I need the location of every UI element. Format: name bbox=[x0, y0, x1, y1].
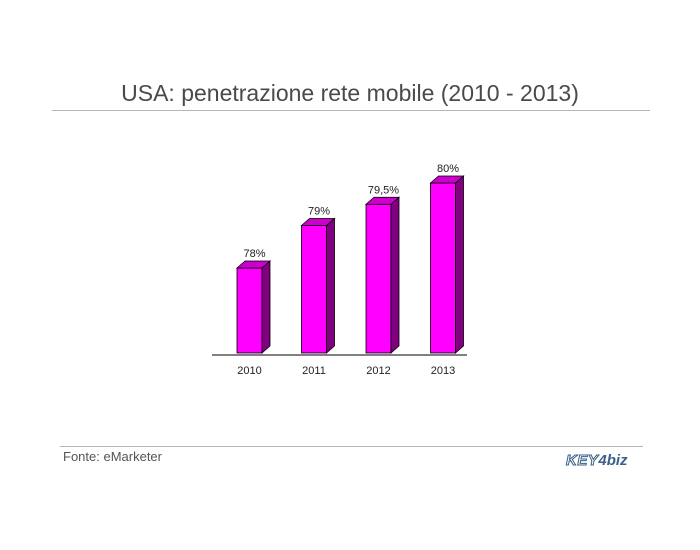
bar-2011 bbox=[300, 217, 336, 354]
bar-front-face bbox=[365, 203, 392, 354]
bar-top-face bbox=[364, 196, 401, 205]
key4biz-logo: KEY4biz bbox=[565, 452, 628, 470]
logo-key-text: KEY bbox=[565, 452, 599, 470]
x-tick-label: 2010 bbox=[237, 365, 261, 377]
x-tick-label: 2011 bbox=[302, 365, 326, 377]
bar-front-face bbox=[430, 182, 456, 354]
bar-2010 bbox=[235, 260, 272, 354]
source-note: Fonte: eMarketer bbox=[63, 449, 162, 464]
bars-group bbox=[235, 175, 465, 354]
bar-top-face bbox=[429, 175, 465, 184]
bar-front-face bbox=[236, 267, 263, 354]
footer-divider bbox=[60, 446, 643, 447]
bar-2012 bbox=[364, 196, 401, 354]
data-label: 79,5% bbox=[368, 184, 399, 196]
bar-top-face bbox=[300, 218, 336, 226]
logo-four-text: 4 bbox=[598, 452, 607, 469]
x-tick-label: 2013 bbox=[431, 365, 455, 377]
bar-front-face bbox=[301, 225, 327, 354]
data-label: 79% bbox=[308, 206, 330, 218]
title-divider bbox=[52, 110, 650, 111]
data-label: 80% bbox=[437, 163, 459, 175]
bar-side-face bbox=[326, 217, 335, 354]
logo-biz-text: biz bbox=[606, 452, 628, 469]
x-tick-labels-group: 2010 2011 2012 2013 bbox=[237, 365, 455, 377]
bar-side-face bbox=[261, 260, 271, 354]
data-labels-group: 78% 79% 79,5% 80% bbox=[243, 163, 459, 260]
bar-side-face bbox=[455, 175, 464, 354]
x-tick-label: 2012 bbox=[366, 365, 390, 377]
bar-side-face bbox=[390, 196, 400, 354]
page-title: USA: penetrazione rete mobile (2010 - 20… bbox=[121, 80, 579, 106]
bar-top-face bbox=[235, 260, 272, 269]
bar-2013 bbox=[429, 175, 465, 354]
data-label: 78% bbox=[243, 248, 265, 260]
